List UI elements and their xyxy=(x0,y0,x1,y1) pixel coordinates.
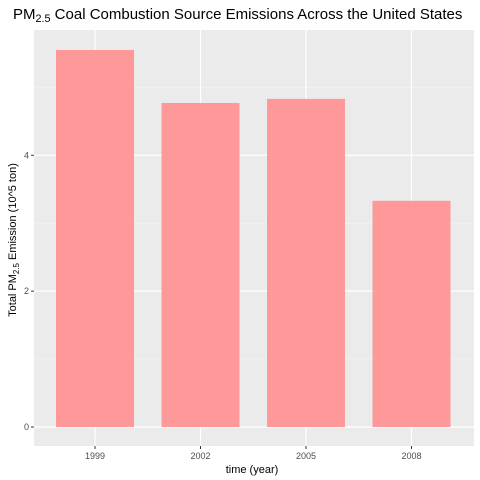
title-suffix: Coal Combustion Source Emissions Across … xyxy=(51,6,463,23)
x-axis-ticks: 1999 2002 2005 2008 xyxy=(85,446,422,461)
bar-2002 xyxy=(161,102,240,427)
ylabel-subscript: 2.5 xyxy=(12,262,21,274)
y-axis-ticks: 0 2 4 xyxy=(24,150,34,432)
x-tick-label: 1999 xyxy=(85,451,105,461)
chart-title: PM2.5 Coal Combustion Source Emissions A… xyxy=(13,6,462,25)
bar-2005 xyxy=(267,98,345,428)
bar-2008 xyxy=(372,200,451,427)
y-tick-label: 4 xyxy=(24,150,29,160)
ylabel-prefix: Total PM xyxy=(7,274,19,317)
x-tick-label: 2008 xyxy=(401,451,421,461)
ylabel-suffix: Emission (10^5 ton) xyxy=(7,163,19,263)
title-prefix: PM xyxy=(13,6,36,23)
title-subscript: 2.5 xyxy=(36,13,51,25)
y-axis-label: Total PM2.5 Emission (10^5 ton) xyxy=(7,163,21,317)
x-tick-label: 2002 xyxy=(190,451,210,461)
bars xyxy=(56,49,451,428)
y-tick-label: 2 xyxy=(24,286,29,296)
y-tick-label: 0 xyxy=(24,422,29,432)
x-axis-label: time (year) xyxy=(226,464,279,476)
bar-1999 xyxy=(56,49,134,427)
x-tick-label: 2005 xyxy=(296,451,316,461)
